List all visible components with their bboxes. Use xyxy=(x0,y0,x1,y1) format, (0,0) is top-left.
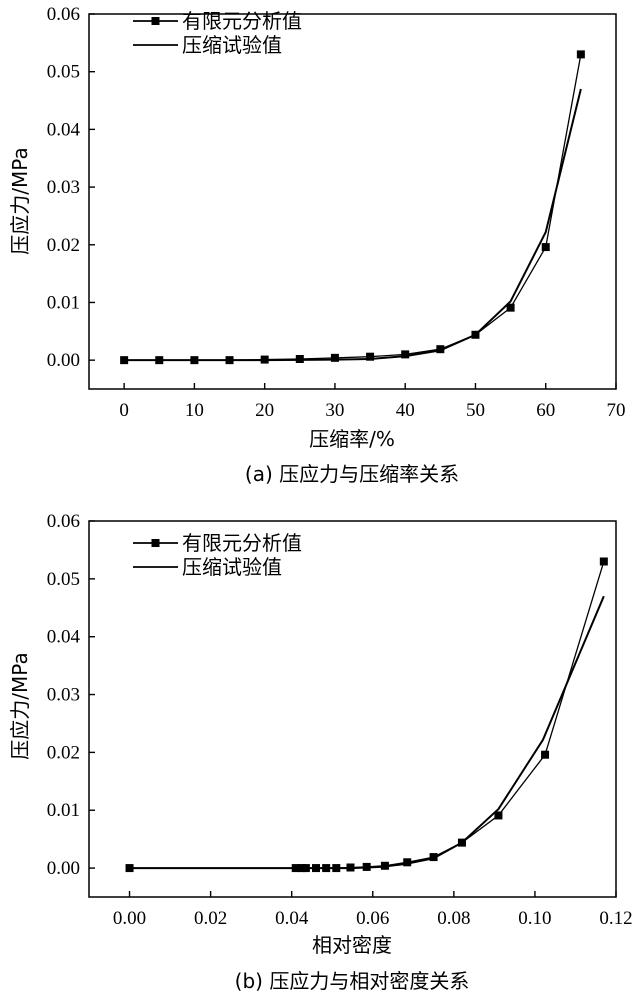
data-point-square xyxy=(429,853,438,862)
data-point-square xyxy=(494,811,503,820)
x-tick-label: 40 xyxy=(396,400,415,421)
x-tick-label: 10 xyxy=(185,400,204,421)
y-tick-label: 0.02 xyxy=(47,742,80,763)
y-axis-title: 压应力/MPa xyxy=(8,147,32,254)
y-tick-label: 0.04 xyxy=(47,119,81,140)
y-tick-label: 0.01 xyxy=(47,292,80,313)
data-point-square xyxy=(403,858,412,867)
x-tick-label: 0.00 xyxy=(113,908,146,929)
plot-frame xyxy=(88,520,617,898)
data-point-square xyxy=(541,243,550,252)
y-tick-label: 0.00 xyxy=(47,350,80,371)
y-tick-label: 0.06 xyxy=(47,511,80,532)
panel-b-chart: 0.00 0.02 0.04 0.06 0.08 0.10 0.12 0.00 0.01 0.0… xyxy=(8,511,633,993)
legend-marker-square xyxy=(151,539,160,547)
legend-label-test: 压缩试验值 xyxy=(182,33,282,57)
series-line-fem xyxy=(124,54,582,361)
x-tick-label: 60 xyxy=(536,400,555,421)
y-tick-label: 0.06 xyxy=(47,4,80,25)
panel-a-chart: 0 10 20 30 40 50 60 70 0.00 0.01 0.02 0.03 0.04 0.05… xyxy=(8,4,626,486)
y-tick-label: 0.01 xyxy=(47,800,80,821)
panel-caption: (b) 压应力与相对密度关系 xyxy=(235,969,470,993)
series-line-test xyxy=(124,88,582,362)
data-point-square xyxy=(506,303,515,312)
x-tick-label: 0.02 xyxy=(194,908,227,929)
x-tick-label: 30 xyxy=(325,400,344,421)
data-point-square xyxy=(125,864,134,873)
y-tick-label: 0.05 xyxy=(47,62,80,83)
plot-frame xyxy=(88,13,617,390)
data-point-square xyxy=(576,50,585,59)
x-axis-title: 相对密度 xyxy=(312,933,392,957)
legend-label-test: 压缩试验值 xyxy=(182,555,282,579)
legend-label-fem: 有限元分析值 xyxy=(182,9,302,33)
x-tick-label: 0.12 xyxy=(599,908,632,929)
y-tick-label: 0.02 xyxy=(47,235,80,256)
x-tick-label: 70 xyxy=(607,400,626,421)
data-point-square xyxy=(401,350,410,359)
panel-caption: (a) 压应力与压缩率关系 xyxy=(245,462,459,486)
y-tick-label: 0.03 xyxy=(47,685,80,706)
legend-label-fem: 有限元分析值 xyxy=(182,531,302,555)
legend: 有限元分析值 压缩试验值 xyxy=(133,9,302,57)
x-axis-title: 压缩率/% xyxy=(309,427,395,451)
data-point-square xyxy=(599,557,608,566)
data-point-square xyxy=(330,353,339,362)
x-tick-label: 0 xyxy=(119,400,129,421)
x-tick-label: 0.10 xyxy=(518,908,551,929)
series-line-test xyxy=(129,595,605,870)
y-tick-label: 0.05 xyxy=(47,569,80,590)
legend-marker-square xyxy=(151,17,160,25)
x-tick-label: 50 xyxy=(466,400,485,421)
data-point-square xyxy=(436,345,445,354)
x-tick-label: 0.08 xyxy=(437,908,470,929)
x-tick-label: 0.04 xyxy=(275,908,309,929)
legend: 有限元分析值 压缩试验值 xyxy=(133,531,302,579)
x-tick-label: 0.06 xyxy=(356,908,389,929)
data-point-square xyxy=(366,352,375,361)
data-point-square xyxy=(541,750,550,759)
y-tick-label: 0.03 xyxy=(47,177,80,198)
series-line-fem xyxy=(129,561,605,869)
y-axis-title: 压应力/MPa xyxy=(8,652,32,759)
y-tick-label: 0.04 xyxy=(47,627,81,648)
x-tick-label: 20 xyxy=(255,400,274,421)
y-tick-label: 0.00 xyxy=(47,858,80,879)
